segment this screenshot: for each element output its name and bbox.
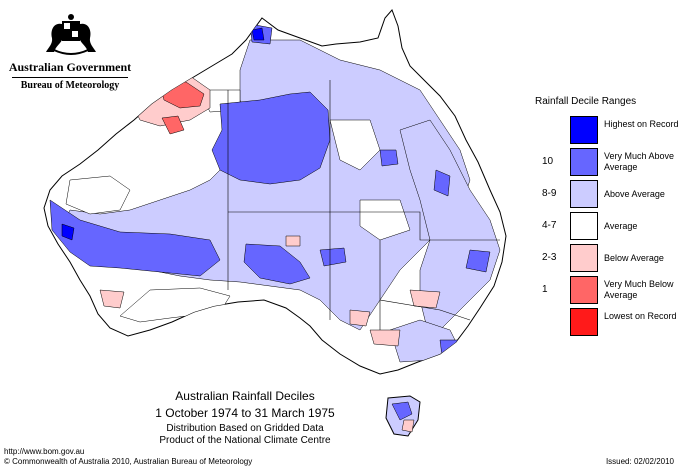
legend-swatch bbox=[570, 308, 598, 336]
below-average-region bbox=[249, 315, 271, 333]
legend-label: Average bbox=[604, 221, 638, 231]
header-divider bbox=[12, 77, 128, 78]
legend-decile: 4-7 bbox=[542, 220, 557, 231]
map-period: 1 October 1974 to 31 March 1975 bbox=[155, 406, 335, 420]
below-average-region bbox=[285, 235, 301, 247]
very-much-above-average-region bbox=[49, 199, 221, 277]
legend-title: Rainfall Decile Ranges bbox=[535, 96, 637, 107]
below-average-region bbox=[349, 309, 371, 327]
legend-label: Below Average bbox=[604, 253, 664, 263]
legend-decile: 10 bbox=[542, 156, 554, 167]
legend-label: Above Average bbox=[604, 189, 665, 199]
legend-label: Very Much Above Average bbox=[604, 151, 675, 172]
state-border bbox=[329, 80, 500, 241]
legend-decile: 2-3 bbox=[542, 252, 557, 263]
average-region bbox=[329, 119, 381, 171]
very-much-below-average-region bbox=[161, 115, 185, 135]
legend-row-very-much-below: 1 Very Much Below Average bbox=[535, 276, 675, 304]
legend-swatch bbox=[570, 116, 598, 144]
legend-swatch bbox=[570, 212, 598, 240]
legend-row-lowest: Lowest on Record bbox=[535, 308, 677, 336]
government-name: Australian Government bbox=[8, 60, 132, 74]
legend-decile: 1 bbox=[542, 284, 548, 295]
map-title: Australian Rainfall Deciles bbox=[175, 389, 315, 403]
state-border bbox=[379, 299, 471, 321]
legend-label: Very Much Below Average bbox=[604, 279, 674, 300]
below-average-region bbox=[409, 289, 441, 309]
coat-of-arms-icon bbox=[46, 14, 96, 55]
issued-date: Issued: 02/02/2010 bbox=[605, 457, 674, 466]
very-much-above-average-region bbox=[465, 249, 491, 273]
below-average-region bbox=[401, 419, 415, 433]
very-much-above-average-region bbox=[319, 247, 347, 267]
below-average-region bbox=[369, 329, 401, 347]
average-region bbox=[65, 175, 131, 215]
very-much-above-average-region bbox=[391, 401, 413, 421]
above-average-region bbox=[399, 119, 501, 341]
very-much-above-average-region bbox=[243, 243, 311, 285]
legend-swatch bbox=[570, 276, 598, 304]
average-region bbox=[359, 199, 411, 241]
legend-label: Lowest on Record bbox=[604, 311, 677, 321]
legend-row-average: 4-7 Average bbox=[535, 212, 675, 240]
legend-row-highest: Highest on Record bbox=[535, 116, 679, 144]
legend-row-below: 2-3 Below Average bbox=[535, 244, 675, 272]
legend-label: Highest on Record bbox=[604, 119, 679, 129]
very-much-above-average-region bbox=[433, 169, 451, 197]
below-average-region bbox=[99, 289, 125, 309]
bureau-name: Bureau of Meteorology bbox=[20, 80, 120, 91]
legend-decile: 8-9 bbox=[542, 188, 557, 199]
very-much-above-average-region bbox=[379, 149, 399, 167]
map-note: Distribution Based on Gridded Data bbox=[166, 423, 324, 434]
bom-url-link[interactable]: http://www.bom.gov.au bbox=[4, 447, 85, 456]
legend-row-very-much-above: 10 Very Much Above Average bbox=[535, 148, 675, 176]
legend-row-above: 8-9 Above Average bbox=[535, 180, 675, 208]
map-note: Product of the National Climate Centre bbox=[159, 435, 331, 446]
legend-swatch bbox=[570, 148, 598, 176]
highest-on-record-region bbox=[251, 27, 265, 41]
legend-swatch bbox=[570, 180, 598, 208]
legend-swatch bbox=[570, 244, 598, 272]
highest-on-record-region bbox=[61, 223, 75, 241]
copyright-notice: © Commonwealth of Australia 2010, Austra… bbox=[4, 457, 253, 466]
very-much-above-average-region bbox=[211, 91, 331, 185]
